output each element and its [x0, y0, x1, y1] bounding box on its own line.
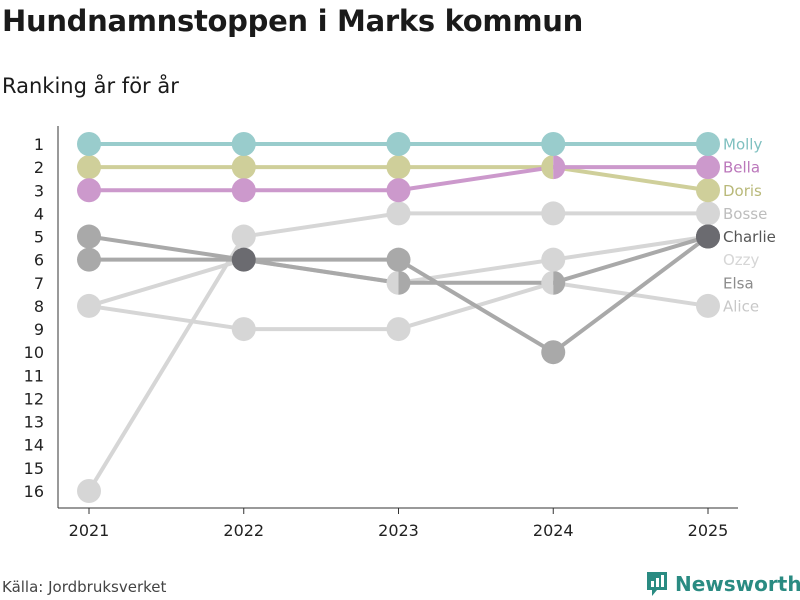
end-label-molly: Molly: [723, 136, 762, 154]
series-end-labels: Molly Bella Doris Bosse Charlie Ozzy Elsa Alice: [723, 136, 776, 316]
marker-ozzy: [77, 479, 101, 503]
marker-ozzy: [696, 201, 720, 226]
y-tick-label: 1: [34, 135, 44, 154]
source-note: Källa: Jordbruksverket: [2, 578, 167, 596]
x-tick-label: 2023: [378, 521, 419, 540]
marker-ozzy: [541, 201, 566, 226]
marker-ozzy: [231, 224, 256, 249]
marker-molly: [541, 132, 566, 156]
chart-title: Hundnamnstoppen i Marks kommun: [2, 4, 583, 38]
marker-bella: [553, 155, 566, 180]
marker-elsa: [77, 224, 101, 249]
end-label-bella: Bella: [723, 159, 760, 177]
marker-molly: [231, 132, 256, 156]
y-tick-label: 11: [24, 366, 44, 385]
end-label-ozzy: Ozzy: [723, 251, 760, 269]
end-label-bosse: Bosse: [723, 205, 767, 223]
y-tick-label: 16: [24, 482, 44, 501]
end-label-elsa: Elsa: [723, 274, 754, 292]
marker-charlie: [386, 247, 411, 272]
y-tick-label: 13: [24, 413, 44, 432]
marker-doris: [77, 155, 101, 180]
marker-molly: [77, 132, 101, 156]
marker-bosse: [89, 293, 101, 318]
x-tick-label: 2021: [69, 521, 110, 540]
y-tick-label: 14: [24, 436, 44, 455]
end-label-doris: Doris: [723, 182, 762, 200]
marker-molly: [696, 132, 720, 156]
y-tick-label: 4: [34, 204, 44, 223]
newsworthy-logo[interactable]: Newsworthy: [645, 570, 800, 598]
y-tick-label: 6: [34, 251, 44, 270]
marker-elsa: [553, 270, 566, 295]
marker-alice: [541, 270, 554, 295]
marker-bella: [231, 178, 256, 203]
y-tick-label: 10: [24, 343, 44, 362]
end-label-alice: Alice: [723, 297, 759, 315]
x-tick-label: 2025: [688, 521, 729, 540]
marker-charlie: [541, 340, 566, 365]
marker-alice: [696, 293, 720, 318]
marker-alice: [386, 317, 411, 342]
marker-bella: [386, 178, 411, 203]
marker-charlie: [77, 247, 101, 272]
y-tick-label: 7: [34, 274, 44, 293]
marker-ozzy: [386, 201, 411, 226]
y-tick-label: 8: [34, 297, 44, 316]
marker-doris: [386, 155, 411, 180]
end-label-charlie: Charlie: [723, 228, 776, 246]
y-tick-label: 2: [34, 158, 44, 177]
marker-bosse: [386, 270, 399, 295]
y-tick-label: 3: [34, 181, 44, 200]
y-tick-label: 12: [24, 389, 44, 408]
marker-alice: [77, 293, 89, 318]
marker-bosse: [541, 247, 566, 272]
y-tick-label: 5: [34, 228, 44, 247]
marker-doris: [696, 178, 720, 203]
marker-alice: [231, 317, 256, 342]
x-tick-label: 2024: [533, 521, 574, 540]
y-tick-label: 9: [34, 320, 44, 339]
series-markers: [77, 132, 720, 503]
chart-subtitle: Ranking år för år: [2, 74, 179, 98]
x-tick-label: 2022: [223, 521, 264, 540]
marker-elsa: [398, 270, 411, 295]
y-tick-label: 15: [24, 459, 44, 478]
marker-bella: [696, 155, 720, 180]
marker-bella: [77, 178, 101, 203]
marker-molly: [386, 132, 411, 156]
marker-charlie-final: [696, 224, 720, 249]
marker-doris: [231, 155, 256, 180]
newsworthy-logo-icon: [647, 572, 667, 596]
marker-doris: [541, 155, 554, 180]
marker-shared: [231, 247, 256, 272]
newsworthy-logo-text: Newsworthy: [675, 572, 800, 596]
